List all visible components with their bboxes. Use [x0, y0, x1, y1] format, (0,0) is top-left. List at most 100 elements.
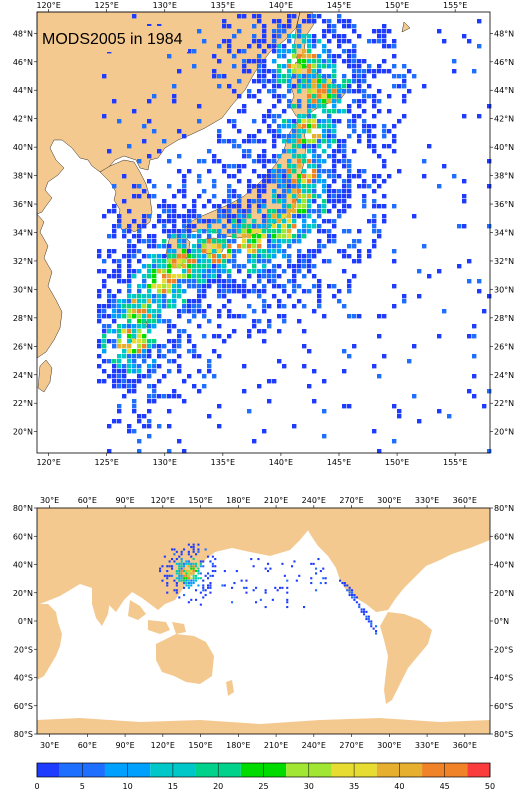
data-cell: [262, 149, 267, 154]
data-cell: [347, 404, 352, 409]
data-cell: [357, 139, 362, 144]
data-cell: [322, 189, 327, 194]
data-cell: [312, 194, 317, 199]
data-cell: [211, 555, 214, 558]
data-cell: [302, 304, 307, 309]
data-cell: [157, 254, 162, 259]
lat-label: 40°S: [14, 674, 33, 683]
data-cell: [267, 229, 272, 234]
data-cell: [222, 294, 227, 299]
data-cell: [297, 174, 302, 179]
data-cell: [252, 134, 257, 139]
data-cell: [427, 274, 432, 279]
data-cell: [117, 344, 122, 349]
data-cell: [348, 586, 351, 589]
lat-label: 32°N: [494, 257, 514, 266]
data-cell: [122, 299, 127, 304]
data-cell: [117, 369, 122, 374]
data-cell: [397, 74, 402, 79]
data-cell: [178, 577, 181, 580]
data-cell: [190, 567, 193, 570]
data-cell: [367, 84, 372, 89]
colorbar-swatch: [150, 763, 173, 777]
data-cell: [317, 84, 322, 89]
data-cell: [332, 134, 337, 139]
data-cell: [232, 174, 237, 179]
data-cell: [417, 419, 422, 424]
data-cell: [252, 589, 255, 592]
data-cell: [297, 29, 302, 34]
data-cell: [107, 304, 112, 309]
data-cell: [317, 134, 322, 139]
data-cell: [167, 269, 172, 274]
data-cell: [402, 114, 407, 119]
data-cell: [185, 577, 188, 580]
data-cell: [190, 570, 193, 573]
data-cell: [185, 570, 188, 573]
data-cell: [351, 594, 354, 597]
data-cell: [257, 39, 262, 44]
data-cell: [147, 344, 152, 349]
data-cell: [175, 550, 178, 553]
data-cell: [132, 269, 137, 274]
data-cell: [147, 314, 152, 319]
data-cell: [362, 89, 367, 94]
data-cell: [137, 269, 142, 274]
data-cell: [240, 579, 243, 582]
colorbar-label: 45: [440, 782, 450, 791]
data-cell: [172, 284, 177, 289]
data-cell: [327, 144, 332, 149]
data-cell: [347, 119, 352, 124]
data-cell: [237, 249, 242, 254]
data-cell: [152, 299, 157, 304]
data-cell: [247, 229, 252, 234]
data-cell: [207, 234, 212, 239]
data-cell: [262, 254, 267, 259]
data-cell: [312, 179, 317, 184]
data-cell: [312, 224, 317, 229]
data-cell: [232, 34, 237, 39]
data-cell: [277, 179, 282, 184]
lat-label: 40°S: [494, 674, 513, 683]
lon-label: 360°E: [453, 741, 477, 750]
data-cell: [297, 44, 302, 49]
data-cell: [307, 109, 312, 114]
data-cell: [262, 259, 267, 264]
data-cell: [287, 89, 292, 94]
data-cell: [199, 577, 202, 580]
data-cell: [281, 586, 284, 589]
data-cell: [192, 565, 195, 568]
data-cell: [162, 244, 167, 249]
data-cell: [182, 449, 187, 454]
data-cell: [247, 269, 252, 274]
data-cell: [347, 354, 352, 359]
colorbar-label: 35: [349, 782, 359, 791]
data-cell: [172, 279, 177, 284]
data-cell: [357, 104, 362, 109]
data-cell: [297, 124, 302, 129]
data-cell: [242, 314, 247, 319]
data-cell: [172, 264, 177, 269]
data-cell: [343, 582, 346, 585]
data-cell: [177, 239, 182, 244]
data-cell: [382, 29, 387, 34]
data-cell: [172, 214, 177, 219]
data-cell: [127, 339, 132, 344]
data-cell: [247, 259, 252, 264]
data-cell: [202, 596, 205, 599]
data-cell: [122, 344, 127, 349]
data-cell: [162, 344, 167, 349]
data-cell: [199, 603, 202, 606]
data-cell: [382, 204, 387, 209]
data-cell: [332, 294, 337, 299]
data-cell: [227, 269, 232, 274]
data-cell: [147, 254, 152, 259]
data-cell: [232, 219, 237, 224]
data-cell: [223, 570, 226, 573]
data-cell: [204, 594, 207, 597]
data-cell: [277, 194, 282, 199]
data-cell: [342, 254, 347, 259]
data-cell: [107, 324, 112, 329]
data-cell: [117, 299, 122, 304]
data-cell: [172, 84, 177, 89]
